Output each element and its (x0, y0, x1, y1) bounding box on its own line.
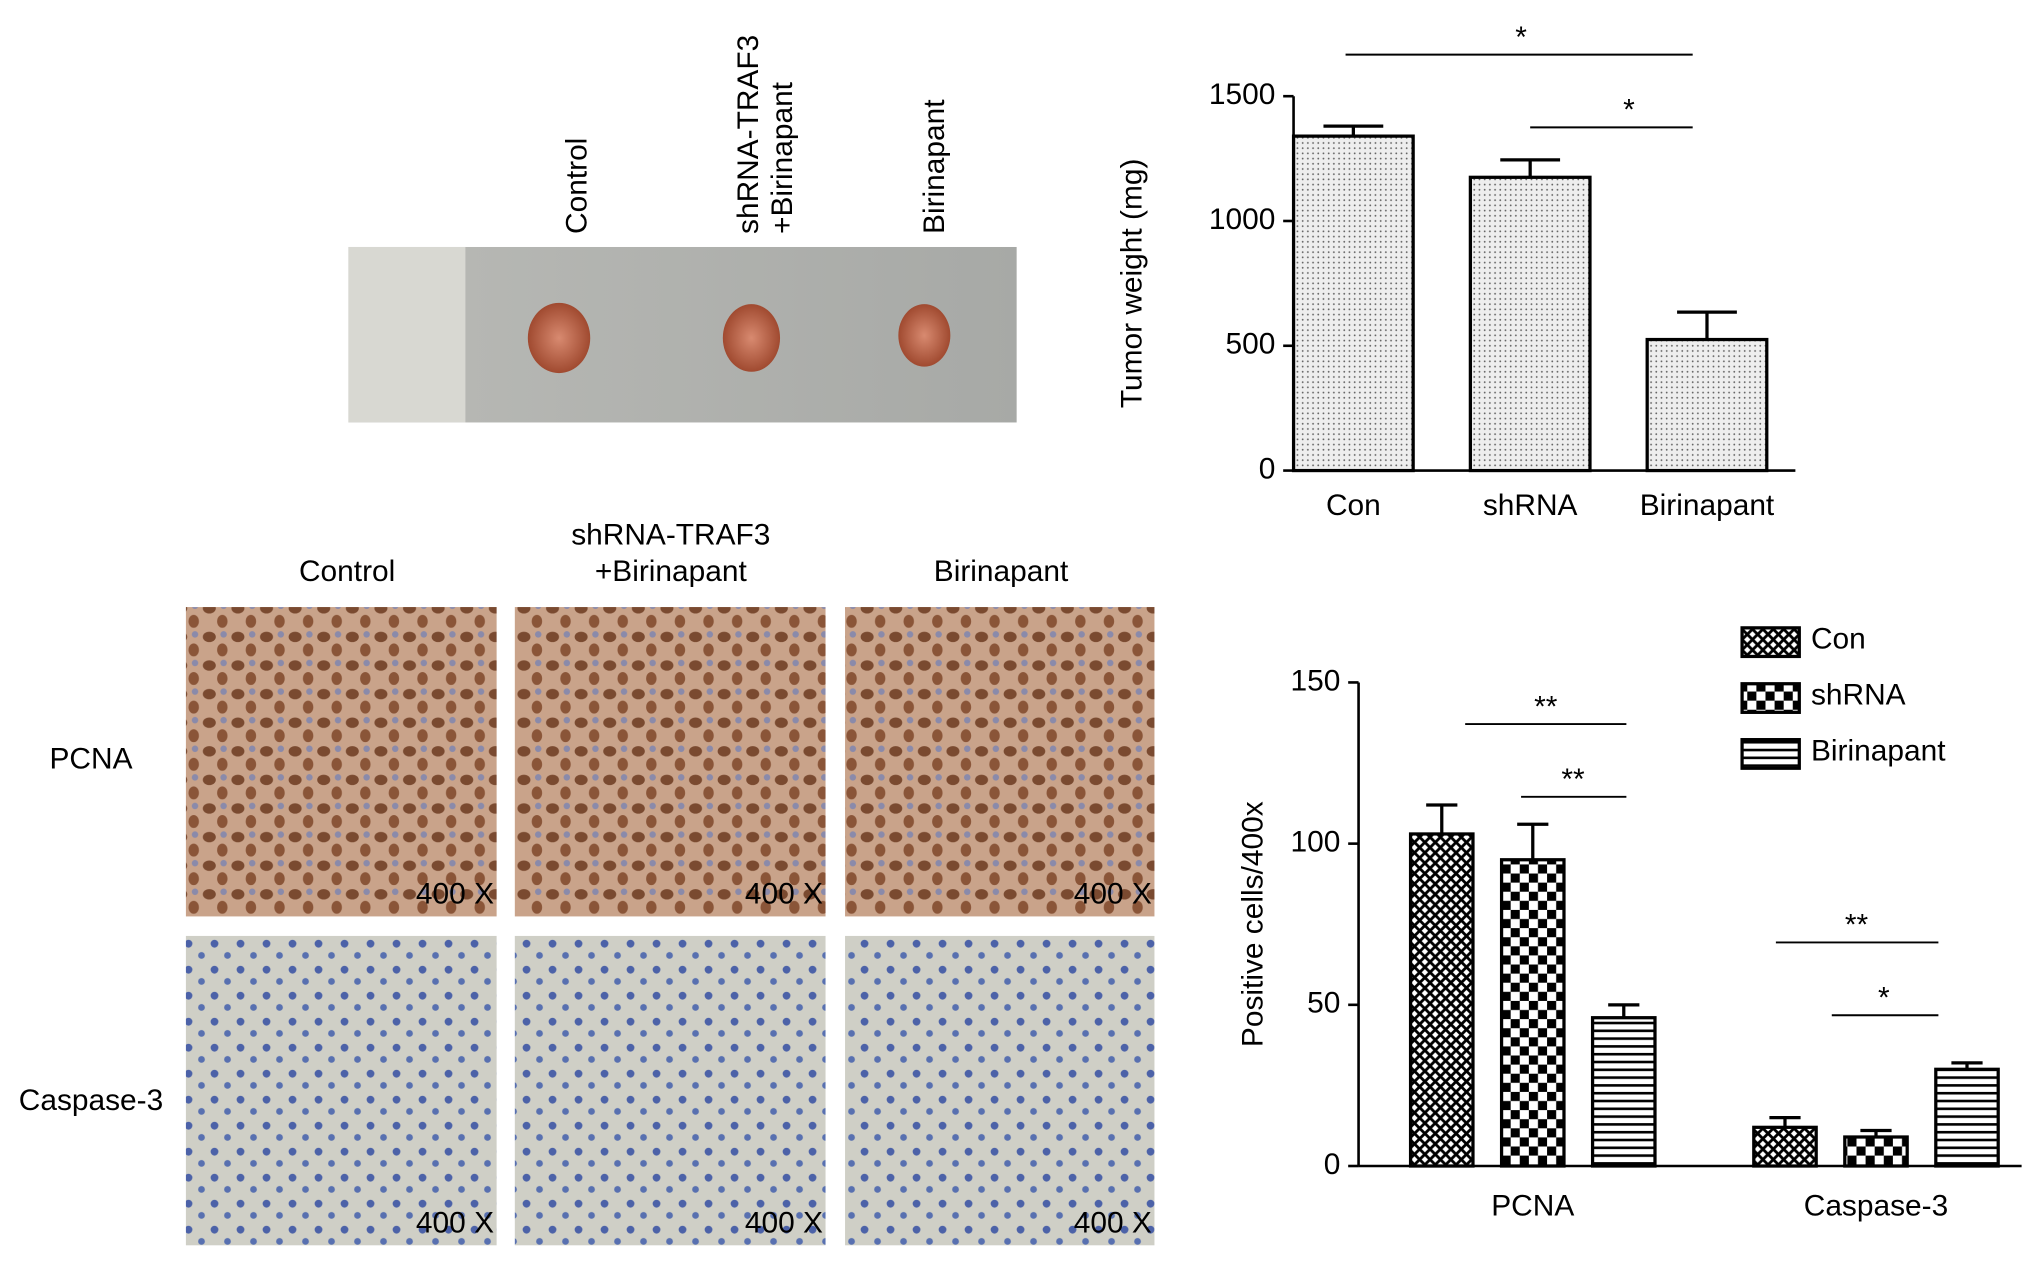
tumor-photo (348, 246, 1017, 423)
error-bar (1517, 822, 1549, 860)
bar (1468, 175, 1592, 473)
significance-label: * (1878, 982, 1890, 1015)
y-tick-label: 50 (1307, 987, 1340, 1020)
legend-swatch (1740, 738, 1801, 770)
column-label: +Birinapant (595, 555, 748, 588)
column-label: Control (560, 138, 593, 234)
error-bar (1323, 124, 1384, 137)
significance-label: * (1515, 21, 1527, 54)
error-bar (1951, 1061, 1983, 1070)
column-label: shRNA-TRAF3 (571, 519, 770, 552)
bar (1590, 1016, 1657, 1168)
x-tick-label: Con (1326, 489, 1381, 522)
magnification-label: 400 X (745, 878, 823, 911)
legend-label: Con (1811, 623, 1866, 656)
significance-label: ** (1845, 909, 1869, 942)
error-bar (1677, 310, 1737, 340)
ihc-photos (185, 607, 1155, 1246)
bar (1934, 1067, 2000, 1168)
bar (1645, 337, 1769, 473)
significance-label: * (1623, 94, 1635, 127)
y-tick-label: 500 (1226, 328, 1276, 361)
error-bar (1500, 158, 1561, 178)
bar (1499, 858, 1566, 1168)
magnification-label: 400 X (416, 1206, 494, 1239)
y-axis-label: Tumor weight (mg) (1116, 159, 1149, 409)
y-axis-label: Positive cells/400x (1236, 801, 1269, 1047)
y-tick-label: 1500 (1209, 78, 1275, 111)
magnification-label: 400 X (416, 878, 494, 911)
bar (1291, 134, 1415, 473)
magnification-label: 400 X (1074, 878, 1152, 911)
column-label: Birinapant (934, 555, 1069, 588)
legend-label: shRNA (1811, 679, 1906, 712)
row-label: Caspase-3 (19, 1084, 163, 1117)
x-tick-label: PCNA (1491, 1189, 1574, 1222)
legend-swatch (1740, 682, 1801, 714)
magnification-label: 400 X (1074, 1206, 1152, 1239)
error-bar (1860, 1128, 1892, 1137)
significance-label: ** (1561, 763, 1585, 796)
error-bar (1769, 1116, 1801, 1128)
y-tick-label: 0 (1324, 1148, 1341, 1181)
y-tick-label: 100 (1291, 826, 1341, 859)
column-label: +Birinapant (766, 81, 799, 234)
bar (1843, 1135, 1909, 1168)
column-label: Control (299, 555, 395, 588)
x-tick-label: shRNA (1483, 489, 1578, 522)
y-tick-label: 0 (1259, 452, 1276, 485)
bar (1408, 832, 1475, 1168)
legend-swatch (1740, 626, 1801, 659)
magnification-label: 400 X (745, 1206, 823, 1239)
error-bar (1426, 803, 1458, 834)
x-tick-label: Caspase-3 (1804, 1189, 1948, 1222)
x-tick-label: Birinapant (1640, 489, 1775, 522)
legend-label: Birinapant (1811, 735, 1946, 768)
y-tick-label: 1000 (1209, 203, 1275, 236)
column-label: shRNA-TRAF3 (732, 35, 765, 234)
row-label: PCNA (49, 742, 132, 775)
bar (1752, 1125, 1818, 1168)
y-tick-label: 150 (1291, 664, 1341, 697)
error-bar (1608, 1003, 1640, 1018)
column-label: Birinapant (918, 99, 951, 234)
significance-label: ** (1534, 690, 1558, 723)
